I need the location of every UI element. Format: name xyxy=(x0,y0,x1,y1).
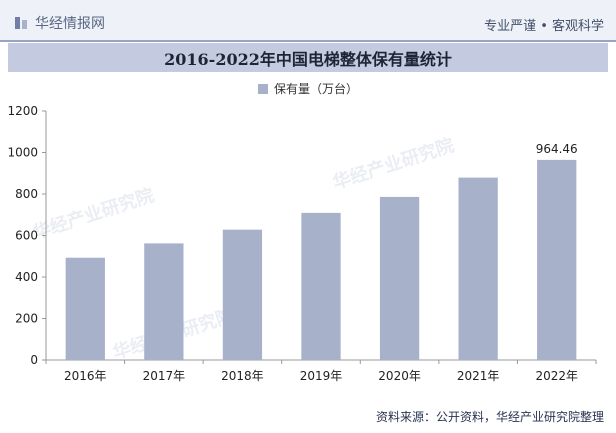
y-tick-label: 1000 xyxy=(7,146,38,160)
chart-title-bar: 2016-2022年中国电梯整体保有量统计 xyxy=(8,43,608,72)
y-tick-label: 600 xyxy=(15,229,38,243)
brand[interactable]: 华经情报网 xyxy=(14,13,105,33)
bar xyxy=(65,257,105,360)
source-note: 资料来源：公开资料，华经产业研究院整理 xyxy=(375,410,604,424)
chart-title: 2016-2022年中国电梯整体保有量统计 xyxy=(164,49,452,69)
tagline: 专业严谨 • 客观科学 xyxy=(484,19,604,34)
y-tick-label: 1200 xyxy=(7,104,38,118)
chart-legend: 保有量（万台） xyxy=(0,80,616,97)
data-label: 964.46 xyxy=(536,142,578,156)
x-tick-label: 2021年 xyxy=(457,369,500,383)
bar xyxy=(379,196,420,360)
x-tick-label: 2018年 xyxy=(221,369,264,383)
y-tick-label: 0 xyxy=(30,353,38,367)
y-tick-label: 800 xyxy=(15,187,38,201)
legend-label: 保有量（万台） xyxy=(273,82,358,96)
bar xyxy=(301,212,341,360)
x-tick-label: 2022年 xyxy=(535,369,578,383)
brand-logo-icon xyxy=(15,17,27,29)
x-tick-label: 2017年 xyxy=(143,369,186,383)
brand-name: 华经情报网 xyxy=(35,16,105,32)
y-tick-label: 400 xyxy=(15,270,38,284)
bar xyxy=(144,243,184,360)
bar xyxy=(458,177,498,360)
x-tick-label: 2020年 xyxy=(378,369,421,383)
header-bar: 华经情报网 专业严谨 • 客观科学 xyxy=(0,0,616,42)
legend-swatch xyxy=(257,83,268,94)
x-tick-label: 2016年 xyxy=(64,369,107,383)
bar xyxy=(537,159,577,360)
x-tick-label: 2019年 xyxy=(300,369,343,383)
bar xyxy=(222,229,263,360)
y-tick-label: 200 xyxy=(15,312,38,326)
